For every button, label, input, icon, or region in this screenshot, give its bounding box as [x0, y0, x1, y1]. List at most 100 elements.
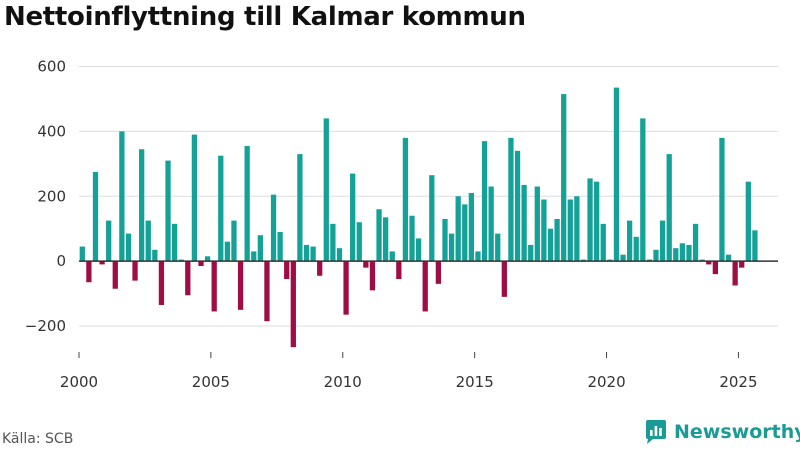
x-tick-label: 2005	[192, 373, 230, 391]
bar	[237, 261, 244, 310]
bars	[79, 87, 758, 348]
bar	[383, 217, 389, 262]
bar	[185, 261, 191, 296]
bar	[297, 154, 303, 262]
bar	[528, 244, 534, 262]
bar	[389, 251, 395, 262]
bar	[317, 261, 323, 276]
bar	[745, 181, 751, 262]
bar	[481, 141, 488, 262]
bar	[706, 261, 712, 265]
bar	[119, 131, 125, 262]
bar	[686, 244, 692, 262]
bar	[534, 186, 540, 262]
bar	[323, 118, 329, 262]
bar	[442, 218, 448, 262]
bar	[396, 261, 402, 279]
bar	[92, 171, 99, 262]
bar	[541, 199, 547, 262]
bar	[132, 261, 138, 281]
y-tick-label: 0	[56, 252, 66, 270]
bar	[264, 261, 270, 322]
bar	[692, 223, 699, 262]
bar	[501, 261, 507, 297]
bar	[106, 220, 112, 262]
bar	[475, 251, 481, 262]
bar	[284, 261, 290, 279]
bar	[211, 261, 217, 312]
bar	[587, 178, 593, 262]
bar	[336, 248, 343, 262]
bar	[521, 184, 527, 262]
bar	[699, 259, 705, 262]
bar	[363, 261, 369, 268]
bar	[495, 233, 501, 262]
newsworthy-logo-icon	[646, 420, 666, 444]
bar	[277, 231, 283, 262]
bar	[178, 259, 184, 262]
bar	[488, 186, 494, 262]
x-tick-label: 2000	[60, 373, 98, 391]
bar	[112, 261, 118, 289]
bar	[666, 154, 672, 262]
bar	[290, 261, 296, 348]
bar	[732, 261, 738, 286]
bar	[79, 246, 85, 262]
y-tick-label: 400	[37, 122, 66, 140]
bar	[251, 251, 257, 262]
bar	[712, 261, 718, 275]
bar	[508, 137, 514, 262]
bar	[310, 246, 316, 262]
y-tick-label: −200	[25, 317, 66, 335]
y-axis: −200 0 200 400 600	[25, 57, 66, 335]
bar	[435, 261, 442, 284]
bar	[422, 261, 428, 312]
x-axis: 2000 2005 2010 2015 2020 2025	[60, 352, 758, 391]
bar	[330, 223, 336, 262]
bar	[429, 175, 435, 262]
bar	[468, 193, 475, 262]
bar	[343, 261, 349, 315]
brand-name: Newsworthy	[674, 421, 800, 443]
bar	[165, 160, 171, 262]
bar	[725, 254, 732, 262]
bar	[257, 235, 263, 262]
bar	[739, 261, 745, 268]
bar	[646, 259, 653, 262]
bar	[554, 218, 560, 262]
bar	[244, 145, 250, 262]
bar	[561, 94, 567, 262]
bar	[679, 243, 686, 262]
bar	[653, 249, 659, 262]
brand-logo: Newsworthy	[644, 419, 800, 445]
bar	[600, 223, 606, 262]
x-tick-label: 2025	[719, 373, 757, 391]
y-tick-label: 200	[37, 187, 66, 205]
y-tick-label: 600	[37, 57, 66, 75]
bar	[86, 261, 92, 283]
bar	[125, 233, 132, 262]
bar	[402, 137, 409, 262]
bar	[514, 150, 521, 262]
bar	[198, 261, 204, 267]
bar	[620, 254, 626, 262]
bar	[99, 261, 105, 265]
bar	[231, 220, 237, 262]
bar	[415, 238, 422, 262]
bar	[580, 259, 587, 262]
bar	[204, 256, 211, 262]
bar	[673, 248, 679, 262]
bar	[574, 196, 580, 262]
source-note: Källa: SCB	[2, 431, 74, 447]
bar	[145, 220, 151, 262]
bar	[752, 230, 758, 262]
bar	[139, 149, 145, 262]
bar	[640, 118, 646, 262]
x-tick-label: 2010	[324, 373, 362, 391]
bar	[547, 228, 554, 262]
x-tick-label: 2020	[587, 373, 625, 391]
chart-title: Nettoinflyttning till Kalmar kommun	[4, 2, 526, 32]
bar	[607, 259, 613, 262]
bar	[350, 173, 356, 262]
